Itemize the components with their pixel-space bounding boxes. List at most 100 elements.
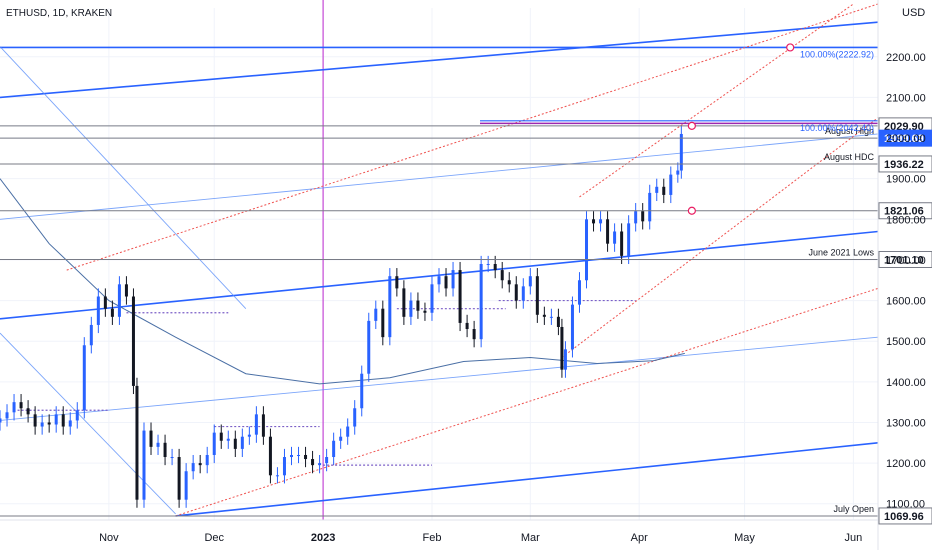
candle-body [131, 296, 135, 386]
candle-body [254, 414, 258, 435]
x-tick-label: 2023 [311, 532, 335, 544]
candle-body [465, 322, 469, 330]
candle-body [233, 438, 237, 449]
candle-body [0, 418, 2, 423]
y-tick-label: 1700.00 [886, 255, 926, 267]
candle-body [82, 345, 86, 411]
currency-label: USD [902, 7, 925, 19]
level-annotation: July Open [833, 504, 874, 514]
y-tick-label: 1200.00 [886, 458, 926, 470]
level-annotation: August HDC [824, 152, 875, 162]
candle-body [577, 280, 581, 305]
candle-body [198, 463, 202, 466]
candle-body [599, 219, 603, 224]
candle-body [549, 316, 553, 318]
candle-body [353, 408, 357, 427]
candle-body [493, 264, 497, 271]
candle-body [282, 457, 286, 476]
fib-label: 100.00%(2222.92) [800, 49, 874, 59]
candle-body [627, 223, 631, 256]
candle-body [676, 170, 680, 175]
candle-body [226, 438, 230, 441]
candle-body [521, 286, 525, 301]
trend-line [0, 332, 176, 515]
candle-body [620, 231, 624, 256]
level-tag: 1821.06 [884, 206, 924, 218]
level-tag-box [878, 129, 932, 147]
candle-body [648, 192, 652, 222]
trend-line [0, 133, 878, 220]
candle-body [437, 276, 441, 285]
candle-body [479, 264, 483, 340]
candle-body [472, 329, 476, 340]
y-tick-label: 1800.00 [886, 214, 926, 226]
trend-line [0, 46, 247, 310]
candle-body [297, 454, 301, 456]
candle-body [662, 186, 666, 195]
candle-body [191, 463, 195, 472]
candle-body [124, 284, 128, 297]
candle-body [240, 436, 244, 449]
candle-body [156, 442, 160, 447]
moving-average-line [0, 178, 685, 385]
candle-body [332, 440, 336, 458]
candle-body [170, 457, 174, 459]
candle-body [641, 211, 645, 222]
y-tick-label: 1600.00 [886, 296, 926, 308]
pivot-marker [687, 121, 696, 130]
level-annotation: August High [825, 126, 874, 136]
level-annotation: June 2021 Lows [808, 247, 874, 257]
x-tick-label: Mar [521, 532, 540, 544]
candle-body [360, 373, 364, 409]
x-tick-label: Feb [422, 532, 441, 544]
candle-body [12, 402, 16, 413]
level-tag: 1999.69 [884, 133, 924, 145]
candle-body [47, 422, 51, 425]
candle-body [585, 219, 589, 281]
candle-body [444, 276, 448, 289]
level-tag-box [878, 202, 932, 220]
candle-body [33, 414, 37, 427]
candle-body [458, 270, 462, 323]
y-tick-label: 1900.00 [886, 174, 926, 186]
candle-body [212, 432, 216, 455]
candle-body [135, 385, 139, 500]
candle-body [184, 471, 188, 500]
level-tag: 1701.10 [884, 254, 924, 266]
candle-body [381, 308, 385, 338]
candle-body [149, 430, 153, 447]
candle-body [110, 308, 114, 317]
y-tick-label: 1500.00 [886, 336, 926, 348]
candle-body [318, 463, 322, 466]
x-tick-label: Dec [204, 532, 224, 544]
x-tick-label: Apr [631, 532, 648, 544]
y-tick-label: 2200.00 [886, 52, 926, 64]
candle-body [613, 231, 617, 244]
trend-line [0, 336, 878, 421]
candle-body [219, 432, 223, 441]
level-tag: 1936.22 [884, 159, 924, 171]
candle-body [275, 475, 279, 477]
level-tag-box [878, 507, 932, 525]
candle-body [5, 412, 9, 419]
candle-body [563, 349, 567, 370]
y-tick-label: 1300.00 [886, 417, 926, 429]
candle-body [451, 270, 455, 289]
candle-body [535, 276, 539, 315]
y-tick-label: 2100.00 [886, 92, 926, 104]
candle-body [402, 288, 406, 317]
candle-body [592, 219, 596, 224]
fib-label: 100.00%(2042.40) [800, 123, 874, 133]
candle-body [96, 296, 100, 325]
candle-body [75, 410, 79, 421]
channel-line [0, 21, 878, 99]
channel-line [175, 441, 878, 517]
level-tag-box [878, 250, 932, 268]
candle-body [19, 402, 23, 409]
candle-body [142, 430, 146, 500]
candle-body [61, 414, 65, 427]
